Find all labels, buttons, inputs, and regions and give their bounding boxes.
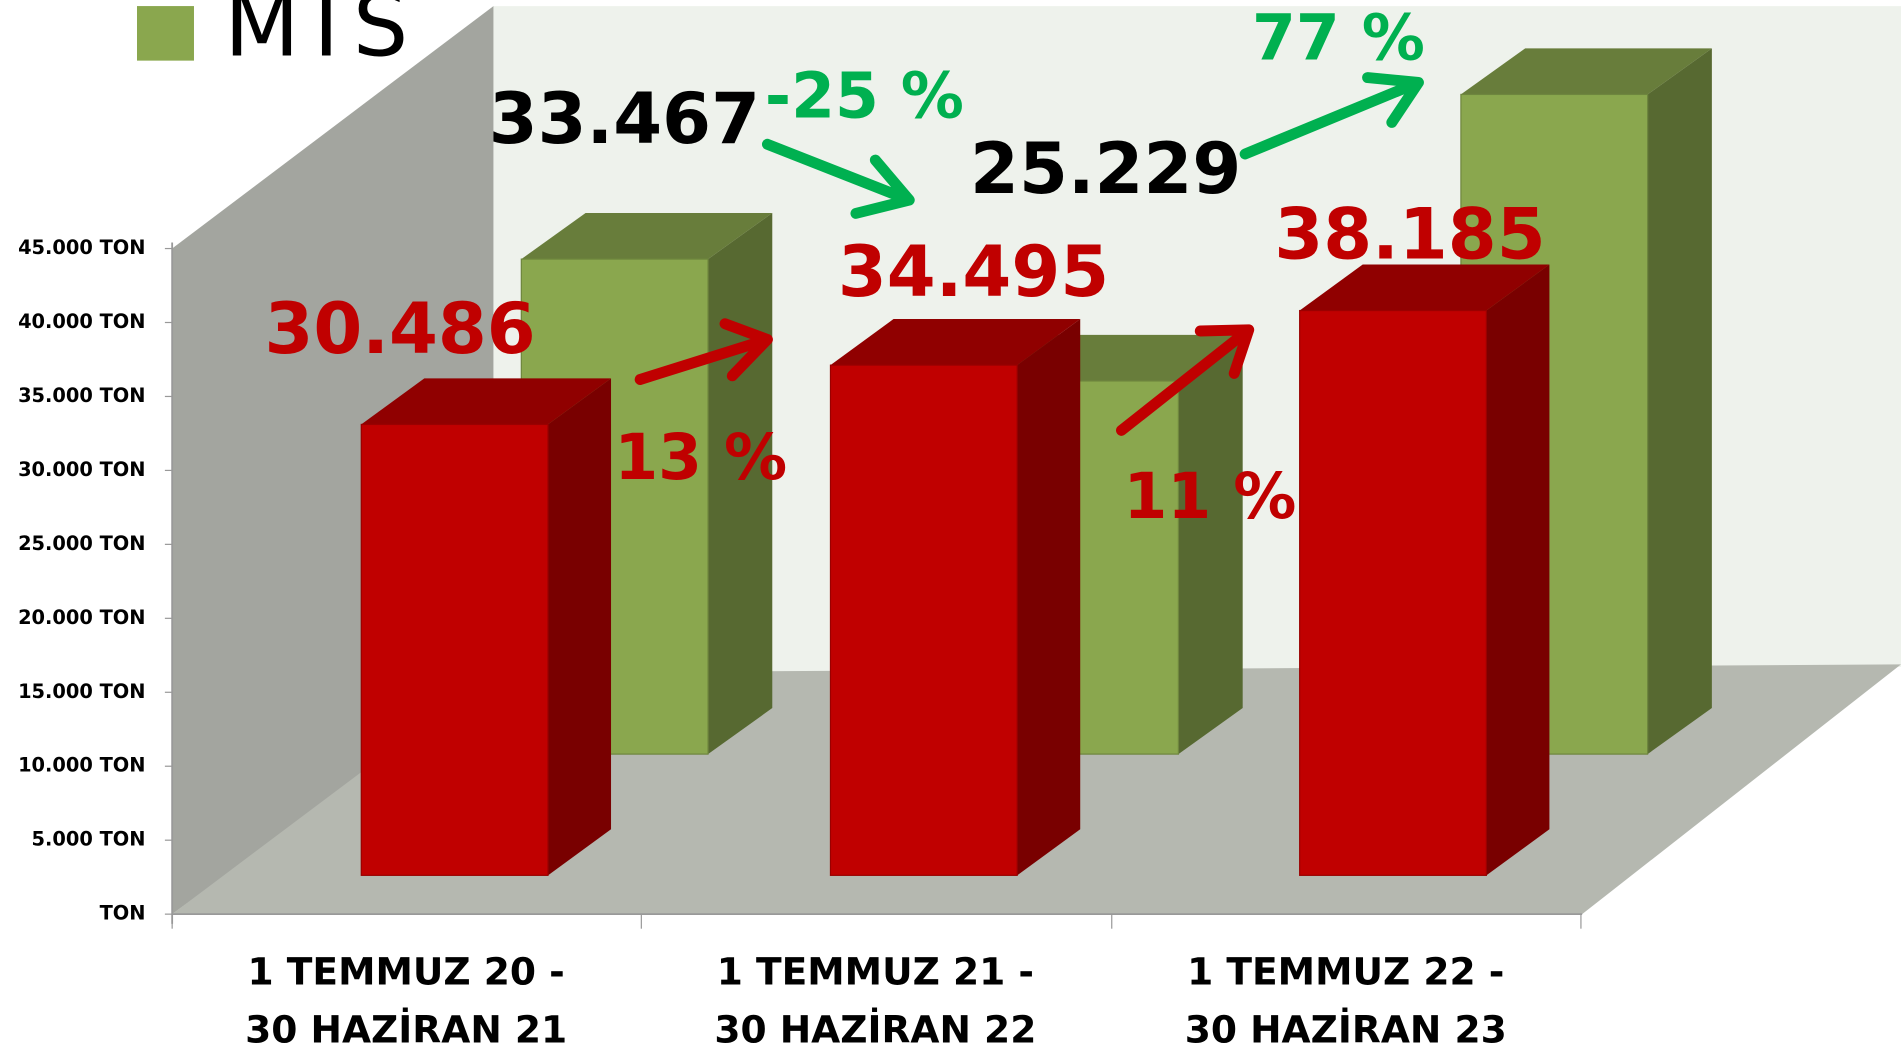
bar bbox=[1299, 264, 1550, 876]
annotation: 11 % bbox=[1124, 459, 1297, 533]
data-label: 34.495 bbox=[838, 231, 1109, 313]
bar-side bbox=[1486, 264, 1550, 876]
bar-front bbox=[829, 364, 1018, 876]
bar-top bbox=[1460, 48, 1712, 95]
x-tick-label: 1 TEMMUZ 20 - 30 HAZİRAN 21 bbox=[245, 950, 568, 1053]
y-tick-label: 20.000 TON bbox=[18, 606, 145, 629]
bar bbox=[829, 319, 1081, 876]
y-tick-label: 10.000 TON bbox=[18, 754, 145, 777]
x-tick-label: 1 TEMMUZ 22 - 30 HAZİRAN 23 bbox=[1184, 950, 1507, 1053]
arrow bbox=[1239, 72, 1424, 160]
annotation: 13 % bbox=[614, 420, 787, 494]
bar-side bbox=[1647, 48, 1712, 755]
y-tick-label: 5.000 TON bbox=[32, 828, 146, 851]
arrow bbox=[634, 318, 773, 385]
y-tick-label: TON bbox=[100, 902, 146, 925]
data-label: 33.467 bbox=[489, 78, 760, 160]
data-label: 25.229 bbox=[970, 128, 1241, 210]
x-tick-label-box: 1 TEMMUZ 20 - 30 HAZİRAN 21 bbox=[245, 950, 568, 1053]
bar-top bbox=[521, 213, 773, 260]
annotation: -25 % bbox=[765, 59, 964, 133]
bar-side bbox=[1017, 319, 1081, 876]
y-tick-label: 25.000 TON bbox=[18, 532, 145, 555]
arrows bbox=[634, 72, 1424, 436]
data-label: 30.486 bbox=[264, 288, 535, 370]
data-label: 38.185 bbox=[1274, 193, 1545, 275]
y-tick-label: 35.000 TON bbox=[18, 384, 145, 407]
y-tick-label: 40.000 TON bbox=[18, 310, 145, 333]
arrow bbox=[1115, 324, 1255, 436]
bar-side bbox=[547, 378, 612, 876]
arrow bbox=[761, 138, 915, 219]
bars bbox=[360, 48, 1712, 876]
y-tick-label: 30.000 TON bbox=[18, 458, 145, 481]
bar-side bbox=[1178, 334, 1243, 755]
legend-swatch bbox=[136, 6, 194, 61]
bar-front bbox=[1299, 309, 1487, 876]
bar-top bbox=[1299, 264, 1550, 311]
annotation: 77 % bbox=[1252, 1, 1425, 75]
x-tick-label-box: 1 TEMMUZ 22 - 30 HAZİRAN 23 bbox=[1184, 950, 1507, 1053]
labels: 33.467 25.229 30.486 34.495 38.185 -25 % 77 % 1… bbox=[264, 1, 1545, 533]
x-tick-label-box: 1 TEMMUZ 21 - 30 HAZİRAN 22 bbox=[714, 950, 1037, 1053]
bar-front bbox=[360, 423, 549, 876]
x-tick-label: 1 TEMMUZ 21 - 30 HAZİRAN 22 bbox=[714, 950, 1037, 1053]
bar bbox=[360, 378, 612, 876]
bar-top bbox=[361, 378, 612, 425]
legend-label: MTS bbox=[224, 0, 408, 76]
y-tick-label: 15.000 TON bbox=[18, 680, 145, 703]
bar-top bbox=[830, 319, 1081, 366]
y-tick-label: 45.000 TON bbox=[18, 236, 145, 259]
